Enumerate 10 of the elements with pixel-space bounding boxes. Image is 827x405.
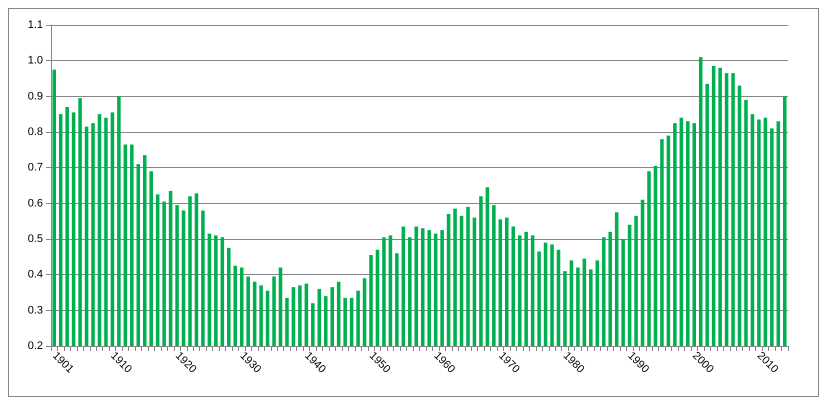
y-tick-label: 0.4	[28, 268, 43, 281]
y-tick-label: 1.1	[28, 19, 43, 31]
y-tick-label: 0.9	[28, 90, 43, 102]
y-tick-label: 0.2	[28, 340, 43, 352]
y-tick-label: 0.3	[28, 304, 43, 316]
y-tick-label: 0.7	[28, 162, 43, 174]
y-tick-label: 0.8	[28, 126, 43, 138]
y-tick-label: 1.0	[28, 54, 43, 67]
y-tick-label: 0.6	[28, 197, 43, 210]
y-tick-label: 0.5	[28, 233, 43, 245]
